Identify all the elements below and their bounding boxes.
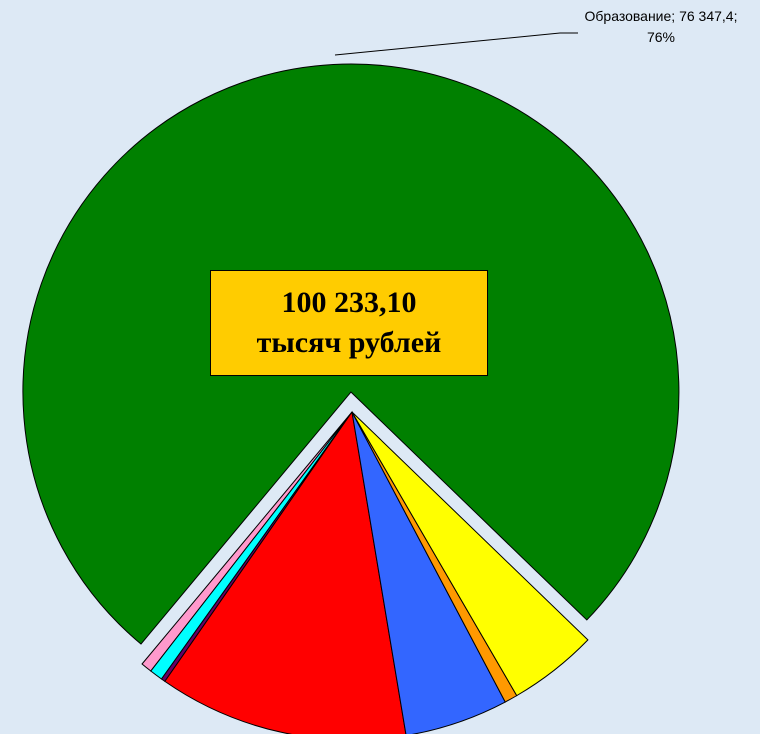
- center-unit: тысяч рублей: [256, 326, 442, 359]
- pie-slice: [164, 410, 407, 734]
- pie-slice: [351, 411, 589, 697]
- leader-line: [334, 32, 578, 56]
- center-value: 100 233,10: [281, 286, 417, 319]
- center-box: 100 233,10 тысяч рублей: [210, 270, 488, 376]
- data-label: Образование; 76 347,4; 76%: [584, 8, 738, 45]
